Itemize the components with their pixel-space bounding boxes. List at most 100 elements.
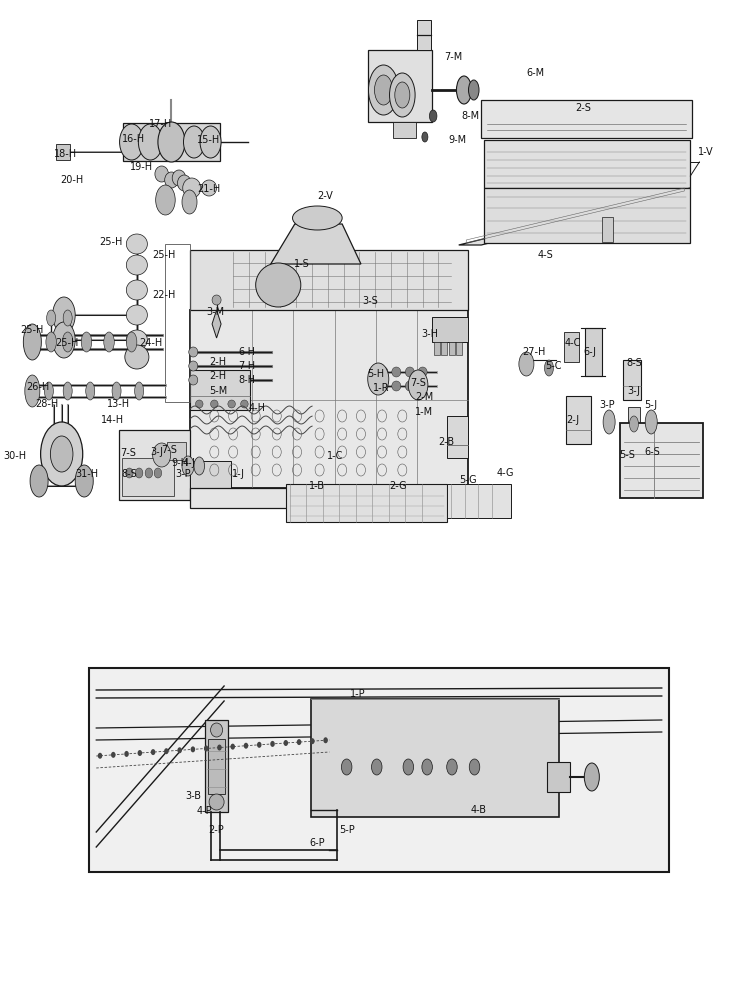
Ellipse shape bbox=[257, 742, 262, 748]
Ellipse shape bbox=[403, 759, 414, 775]
Text: 3-J: 3-J bbox=[627, 386, 641, 396]
Ellipse shape bbox=[104, 332, 114, 352]
Bar bbox=[449, 342, 455, 355]
Ellipse shape bbox=[429, 110, 437, 122]
Ellipse shape bbox=[270, 741, 274, 747]
Ellipse shape bbox=[111, 752, 116, 758]
Text: 3-P: 3-P bbox=[600, 400, 615, 410]
Ellipse shape bbox=[135, 468, 143, 478]
Bar bbox=[230, 264, 429, 280]
Bar bbox=[620, 423, 703, 498]
Text: 19-H: 19-H bbox=[130, 162, 153, 172]
Ellipse shape bbox=[408, 370, 428, 400]
Bar bbox=[89, 668, 669, 872]
Bar bbox=[481, 100, 692, 138]
Text: 2-V: 2-V bbox=[317, 191, 332, 201]
Ellipse shape bbox=[368, 65, 399, 115]
Text: 1-V: 1-V bbox=[698, 147, 713, 157]
Text: 3-M: 3-M bbox=[206, 307, 224, 317]
Ellipse shape bbox=[126, 468, 133, 478]
Ellipse shape bbox=[405, 381, 414, 391]
Ellipse shape bbox=[395, 82, 410, 108]
Ellipse shape bbox=[217, 745, 222, 751]
Ellipse shape bbox=[204, 745, 208, 751]
Bar bbox=[122, 458, 174, 496]
Text: 6-M: 6-M bbox=[526, 68, 544, 78]
Text: 3-S: 3-S bbox=[362, 296, 378, 306]
Text: 8-M: 8-M bbox=[461, 111, 479, 121]
Ellipse shape bbox=[447, 759, 457, 775]
Ellipse shape bbox=[98, 753, 102, 759]
Ellipse shape bbox=[189, 361, 198, 371]
Ellipse shape bbox=[418, 381, 427, 391]
Ellipse shape bbox=[519, 352, 534, 376]
Bar bbox=[628, 407, 640, 435]
Ellipse shape bbox=[63, 310, 72, 326]
Polygon shape bbox=[212, 310, 221, 338]
Bar bbox=[447, 484, 511, 518]
Ellipse shape bbox=[469, 759, 480, 775]
Text: 25-H: 25-H bbox=[20, 325, 44, 335]
Bar bbox=[368, 50, 432, 122]
Text: 2-J: 2-J bbox=[566, 415, 580, 425]
Text: 22-H: 22-H bbox=[152, 290, 176, 300]
Text: 4-P: 4-P bbox=[197, 806, 212, 816]
Text: 20-H: 20-H bbox=[60, 175, 83, 185]
Ellipse shape bbox=[191, 746, 196, 752]
Ellipse shape bbox=[209, 794, 224, 810]
Ellipse shape bbox=[62, 332, 73, 352]
Ellipse shape bbox=[405, 367, 414, 377]
Ellipse shape bbox=[47, 310, 56, 326]
Ellipse shape bbox=[145, 468, 153, 478]
Text: 1-C: 1-C bbox=[327, 451, 344, 461]
Ellipse shape bbox=[53, 297, 75, 333]
Text: 26-H: 26-H bbox=[26, 382, 49, 392]
Ellipse shape bbox=[112, 382, 121, 400]
Text: 2-G: 2-G bbox=[390, 481, 408, 491]
Ellipse shape bbox=[544, 360, 553, 376]
Bar bbox=[119, 430, 190, 500]
Text: 1-P: 1-P bbox=[350, 689, 365, 699]
Ellipse shape bbox=[228, 400, 235, 408]
Bar bbox=[123, 123, 220, 161]
Bar bbox=[165, 244, 190, 402]
Ellipse shape bbox=[371, 759, 382, 775]
Bar bbox=[167, 442, 186, 460]
Ellipse shape bbox=[211, 400, 218, 408]
Text: 1-R: 1-R bbox=[373, 383, 390, 393]
Ellipse shape bbox=[341, 759, 352, 775]
Text: 2-H: 2-H bbox=[210, 357, 226, 367]
Text: 5-C: 5-C bbox=[545, 361, 562, 371]
Text: 31-H: 31-H bbox=[75, 469, 98, 479]
Text: 6-J: 6-J bbox=[584, 347, 597, 357]
Text: 3-B: 3-B bbox=[185, 791, 202, 801]
Text: 7-S: 7-S bbox=[410, 378, 426, 388]
Ellipse shape bbox=[418, 367, 427, 377]
Bar bbox=[484, 140, 690, 188]
Ellipse shape bbox=[138, 124, 162, 160]
Ellipse shape bbox=[584, 763, 599, 791]
Text: 2-S: 2-S bbox=[575, 103, 591, 113]
Bar bbox=[602, 217, 613, 242]
Text: 1-S: 1-S bbox=[295, 259, 310, 269]
Text: 4-G: 4-G bbox=[496, 468, 514, 478]
Text: 7-S: 7-S bbox=[161, 445, 177, 455]
Ellipse shape bbox=[293, 206, 342, 230]
Ellipse shape bbox=[155, 166, 168, 182]
Text: 5-P: 5-P bbox=[340, 825, 355, 835]
Ellipse shape bbox=[189, 375, 198, 385]
Bar bbox=[233, 251, 368, 264]
Ellipse shape bbox=[30, 465, 48, 497]
Ellipse shape bbox=[126, 330, 147, 350]
Text: 30-H: 30-H bbox=[4, 451, 26, 461]
Text: 4-C: 4-C bbox=[565, 338, 581, 348]
Bar bbox=[441, 342, 447, 355]
Ellipse shape bbox=[323, 737, 328, 743]
Ellipse shape bbox=[212, 295, 221, 305]
Ellipse shape bbox=[151, 749, 156, 755]
Bar bbox=[456, 342, 462, 355]
Text: 8-S: 8-S bbox=[122, 469, 137, 479]
Polygon shape bbox=[459, 188, 690, 245]
Ellipse shape bbox=[156, 185, 175, 215]
Ellipse shape bbox=[86, 382, 95, 400]
